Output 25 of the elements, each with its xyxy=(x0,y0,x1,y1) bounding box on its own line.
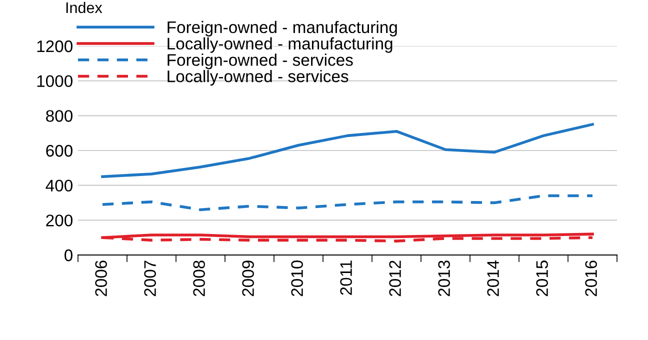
legend-label: Locally-owned - manufacturing xyxy=(168,37,392,53)
legend-label: Locally-owned - services xyxy=(168,70,348,86)
y-tick-label: 600 xyxy=(46,144,72,157)
y-tick-label: 800 xyxy=(46,110,72,122)
y-tick-label: 0 xyxy=(64,249,72,262)
x-tick-label: 2012 xyxy=(389,260,401,296)
legend-label: Foreign-owned - manufacturing xyxy=(168,20,397,36)
y-tick-label: 200 xyxy=(46,214,72,226)
line-series xyxy=(101,194,594,212)
y-tick-label: 1200 xyxy=(37,40,72,52)
x-tick-label: 2011 xyxy=(340,260,352,295)
x-tick-label: 2007 xyxy=(144,260,156,296)
x-tick-label: 2008 xyxy=(193,260,205,296)
line-series xyxy=(101,122,594,178)
x-tick-label: 2013 xyxy=(438,260,450,296)
y-tick-label: 400 xyxy=(46,180,72,192)
y-axis-title: Index xyxy=(66,2,102,14)
x-tick-label: 2010 xyxy=(291,260,303,296)
x-tick-label: 2014 xyxy=(487,260,499,296)
x-tick-label: 2015 xyxy=(536,260,548,296)
y-tick-label: 1000 xyxy=(37,75,72,88)
x-tick-label: 2006 xyxy=(95,260,107,296)
legend-label: Foreign-owned - services xyxy=(168,54,353,70)
x-tick-label: 2016 xyxy=(585,260,597,296)
x-tick-label: 2009 xyxy=(242,260,254,296)
